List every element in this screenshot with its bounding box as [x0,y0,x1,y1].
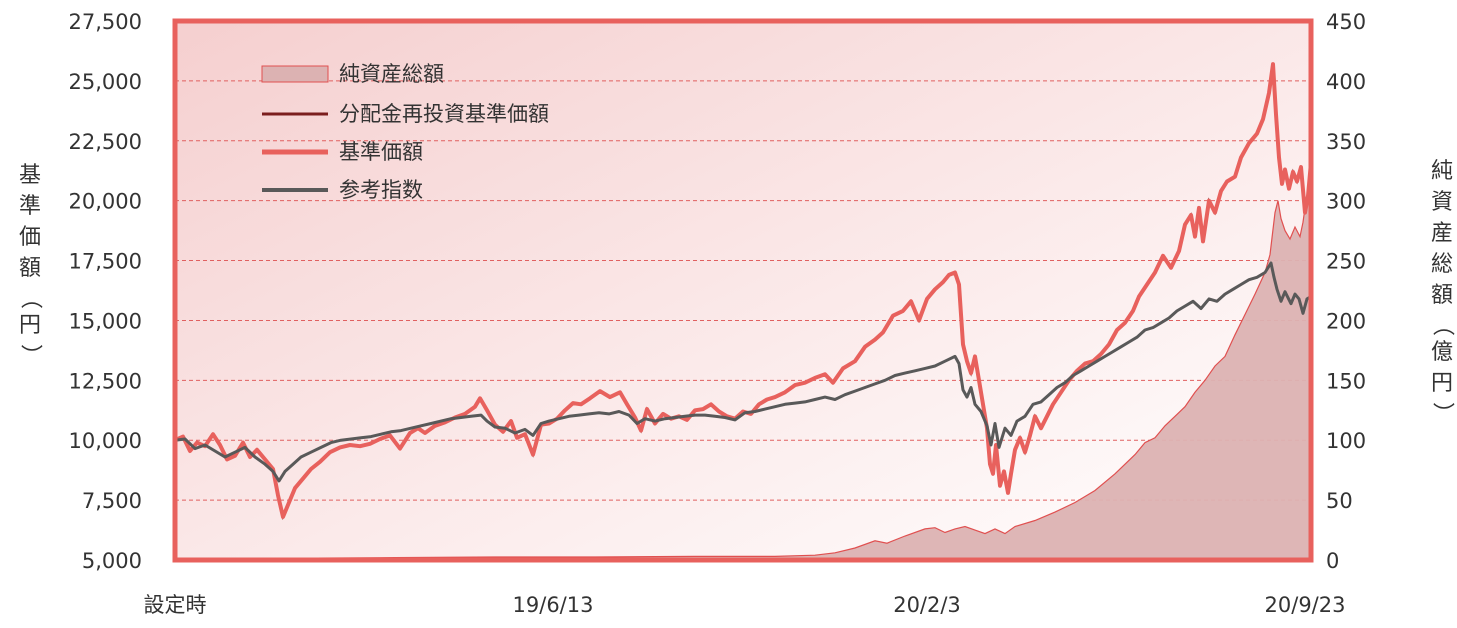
axis-title-char: 準 [19,194,41,219]
axis-title-char: 総 [1431,252,1453,277]
right-tick-label: 400 [1326,70,1366,94]
left-tick-label: 12,500 [69,369,142,393]
right-tick-label: 300 [1326,190,1366,214]
left-tick-label: 20,000 [69,190,142,214]
reference-index-line [174,261,1312,483]
legend-label-nav: 基準価額 [339,140,423,164]
x-axis-ticks: 設定時 19/6/13 20/2/3 20/9/23 [144,593,1346,617]
axis-title-char: 額 [1431,283,1453,308]
nav-line [174,62,1313,519]
legend-label-reinvested-nav: 分配金再投資基準価額 [339,102,549,126]
net-assets-area [175,194,1311,560]
axis-title-char: 資 [1431,190,1453,215]
axis-title-char: 円 [1431,371,1453,396]
right-axis-title: 純資産総額 （ 億円 ） [1430,159,1455,424]
axis-title-char: 純 [1431,159,1453,184]
left-tick-label: 22,500 [69,130,142,154]
right-tick-label: 50 [1326,489,1353,513]
left-tick-label: 7,500 [82,489,142,513]
x-tick-label: 19/6/13 [513,593,594,617]
right-tick-label: 350 [1326,130,1366,154]
axis-title-char: 価 [19,225,41,250]
right-tick-label: 200 [1326,309,1366,333]
x-tick-label: 20/9/23 [1265,593,1346,617]
right-tick-label: 150 [1326,369,1366,393]
left-tick-label: 5,000 [82,549,142,573]
left-tick-label: 27,500 [69,10,142,34]
x-tick-label: 20/2/3 [893,593,961,617]
left-tick-label: 15,000 [69,309,142,333]
plot-frame [172,18,1314,563]
axis-title-char: ） [1430,402,1455,424]
left-axis-ticks: 5,000 7,500 10,000 12,500 15,000 17,500 20,000… [69,10,142,573]
left-axis-title: 基準価額 （ 円 ） [18,163,43,366]
left-tick-label: 17,500 [69,250,142,274]
axis-title-char: 基 [19,163,41,188]
axis-title-char: 額 [19,256,41,281]
axis-title-char: 円 [19,313,41,338]
axis-title-char: 億 [1431,340,1453,365]
net-assets-area-edge [175,194,1312,560]
x-tick-label: 設定時 [144,593,207,617]
left-tick-label: 10,000 [69,429,142,453]
right-tick-label: 450 [1326,10,1366,34]
legend-swatch-net-assets [261,65,329,83]
legend-label-reference-index: 参考指数 [339,178,423,202]
gridlines [175,80,1311,501]
axis-title-char: （ [1430,314,1455,336]
legend-label-net-assets: 純資産総額 [339,62,444,86]
right-axis-ticks: 0 50 100 150 200 250 300 350 400 450 [1326,10,1366,573]
axis-title-char: 産 [1431,221,1453,246]
left-tick-label: 25,000 [69,70,142,94]
right-tick-label: 100 [1326,429,1366,453]
right-tick-label: 0 [1326,549,1339,573]
axis-title-char: （ [18,287,43,309]
right-tick-label: 250 [1326,250,1366,274]
axis-title-char: ） [18,344,43,366]
legend: 純資産総額 分配金再投資基準価額 基準価額 参考指数 [261,62,549,202]
